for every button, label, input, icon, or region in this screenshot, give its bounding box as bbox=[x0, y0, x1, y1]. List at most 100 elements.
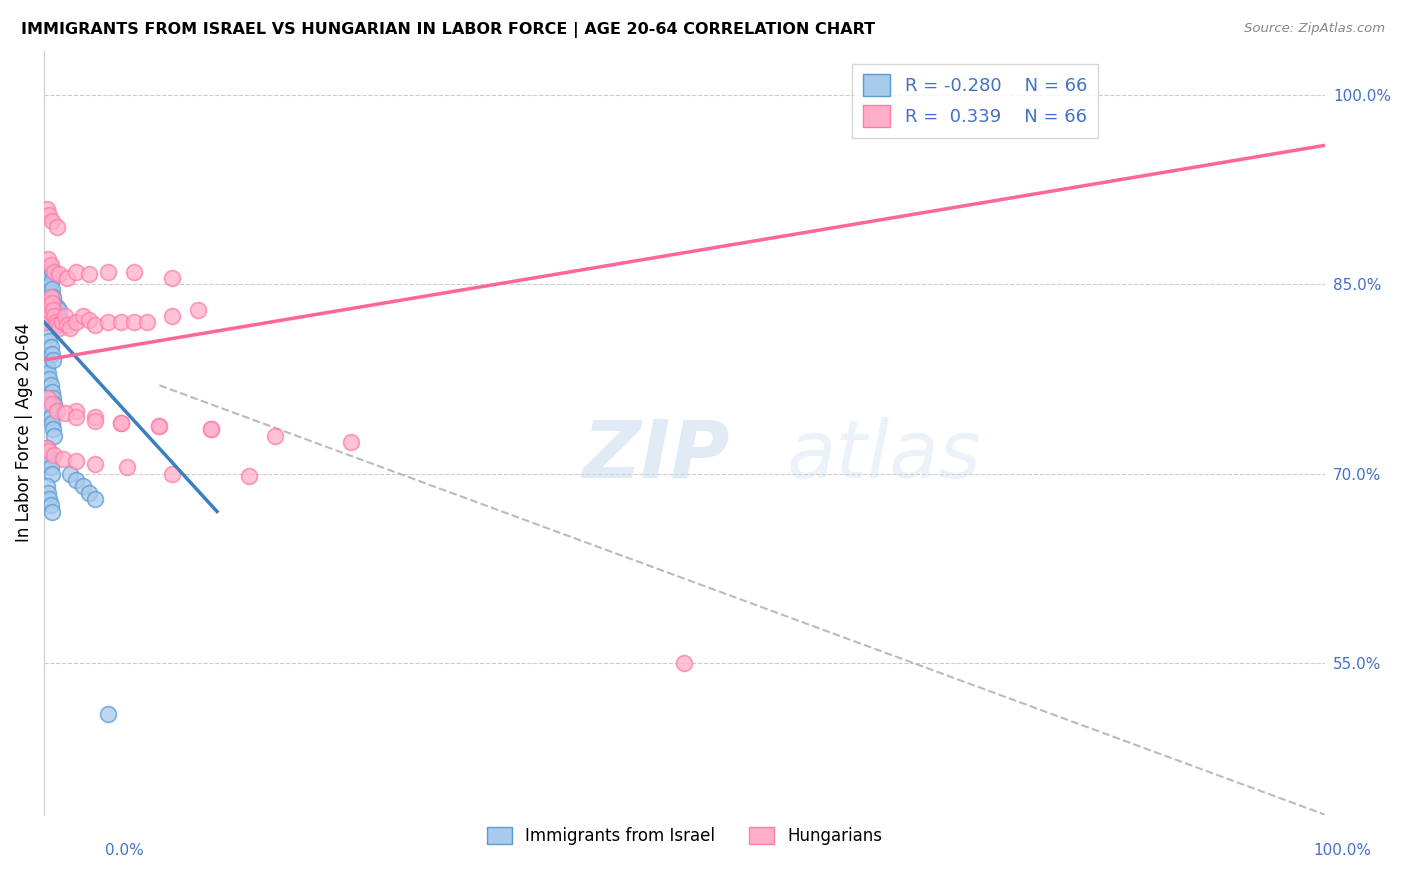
Point bbox=[97, 315, 120, 329]
Point bbox=[41, 214, 63, 228]
Point bbox=[38, 491, 60, 506]
Point bbox=[38, 334, 60, 348]
Point bbox=[35, 202, 58, 216]
Point bbox=[41, 294, 63, 309]
Point bbox=[34, 315, 56, 329]
Point bbox=[34, 353, 56, 368]
Point bbox=[77, 485, 100, 500]
Point bbox=[35, 442, 58, 456]
Point bbox=[37, 296, 59, 310]
Point bbox=[160, 467, 183, 481]
Point bbox=[42, 302, 65, 317]
Point bbox=[72, 479, 94, 493]
Point bbox=[38, 280, 60, 294]
Text: 0.0%: 0.0% bbox=[105, 843, 145, 858]
Point bbox=[148, 418, 170, 433]
Point bbox=[37, 327, 59, 342]
Point bbox=[34, 290, 56, 304]
Point bbox=[38, 372, 60, 386]
Point bbox=[35, 277, 58, 292]
Point bbox=[37, 448, 59, 462]
Point bbox=[42, 315, 65, 329]
Point bbox=[42, 290, 65, 304]
Point bbox=[39, 312, 62, 326]
Point bbox=[37, 302, 59, 317]
Point bbox=[39, 290, 62, 304]
Point bbox=[45, 312, 67, 326]
Point bbox=[65, 315, 87, 329]
Point bbox=[84, 457, 107, 471]
Point bbox=[45, 403, 67, 417]
Point bbox=[59, 467, 82, 481]
Point bbox=[44, 397, 66, 411]
Point bbox=[45, 318, 67, 332]
Point bbox=[48, 267, 70, 281]
Point bbox=[38, 454, 60, 468]
Point bbox=[46, 308, 69, 322]
Legend: R = -0.280    N = 66, R =  0.339    N = 66: R = -0.280 N = 66, R = 0.339 N = 66 bbox=[852, 63, 1098, 138]
Point bbox=[77, 267, 100, 281]
Y-axis label: In Labor Force | Age 20-64: In Labor Force | Age 20-64 bbox=[15, 323, 32, 542]
Text: Source: ZipAtlas.com: Source: ZipAtlas.com bbox=[1244, 22, 1385, 36]
Point bbox=[37, 391, 59, 405]
Point bbox=[65, 454, 87, 468]
Point bbox=[59, 321, 82, 335]
Point bbox=[37, 252, 59, 266]
Point bbox=[340, 435, 363, 450]
Point bbox=[45, 305, 67, 319]
Point bbox=[72, 309, 94, 323]
Point bbox=[35, 309, 58, 323]
Point bbox=[65, 265, 87, 279]
Point bbox=[673, 656, 696, 670]
Point bbox=[41, 397, 63, 411]
Point bbox=[117, 460, 139, 475]
Point bbox=[35, 391, 58, 405]
Point bbox=[42, 302, 65, 317]
Point bbox=[35, 265, 58, 279]
Point bbox=[110, 416, 132, 430]
Point bbox=[200, 422, 222, 436]
Point bbox=[53, 309, 76, 323]
Point bbox=[39, 340, 62, 354]
Point bbox=[44, 429, 66, 443]
Point bbox=[48, 321, 70, 335]
Point bbox=[38, 293, 60, 307]
Point bbox=[160, 271, 183, 285]
Point bbox=[84, 414, 107, 428]
Point bbox=[37, 271, 59, 285]
Point bbox=[41, 416, 63, 430]
Point bbox=[148, 418, 170, 433]
Point bbox=[97, 265, 120, 279]
Point bbox=[65, 403, 87, 417]
Point bbox=[41, 308, 63, 322]
Point bbox=[39, 258, 62, 272]
Point bbox=[37, 397, 59, 411]
Point bbox=[187, 302, 209, 317]
Point bbox=[110, 416, 132, 430]
Point bbox=[51, 315, 73, 329]
Point bbox=[38, 403, 60, 417]
Point bbox=[56, 318, 79, 332]
Point bbox=[200, 422, 222, 436]
Point bbox=[84, 409, 107, 424]
Point bbox=[39, 300, 62, 314]
Point bbox=[45, 220, 67, 235]
Point bbox=[44, 297, 66, 311]
Point bbox=[37, 284, 59, 298]
Point bbox=[97, 706, 120, 721]
Point bbox=[122, 265, 145, 279]
Point bbox=[44, 309, 66, 323]
Point bbox=[41, 282, 63, 296]
Point bbox=[39, 409, 62, 424]
Text: 100.0%: 100.0% bbox=[1313, 843, 1371, 858]
Point bbox=[41, 384, 63, 399]
Point bbox=[65, 409, 87, 424]
Point bbox=[38, 444, 60, 458]
Point bbox=[160, 309, 183, 323]
Point bbox=[35, 359, 58, 374]
Point bbox=[34, 315, 56, 329]
Point bbox=[84, 491, 107, 506]
Text: ZIP: ZIP bbox=[582, 417, 730, 494]
Point bbox=[42, 391, 65, 405]
Point bbox=[37, 309, 59, 323]
